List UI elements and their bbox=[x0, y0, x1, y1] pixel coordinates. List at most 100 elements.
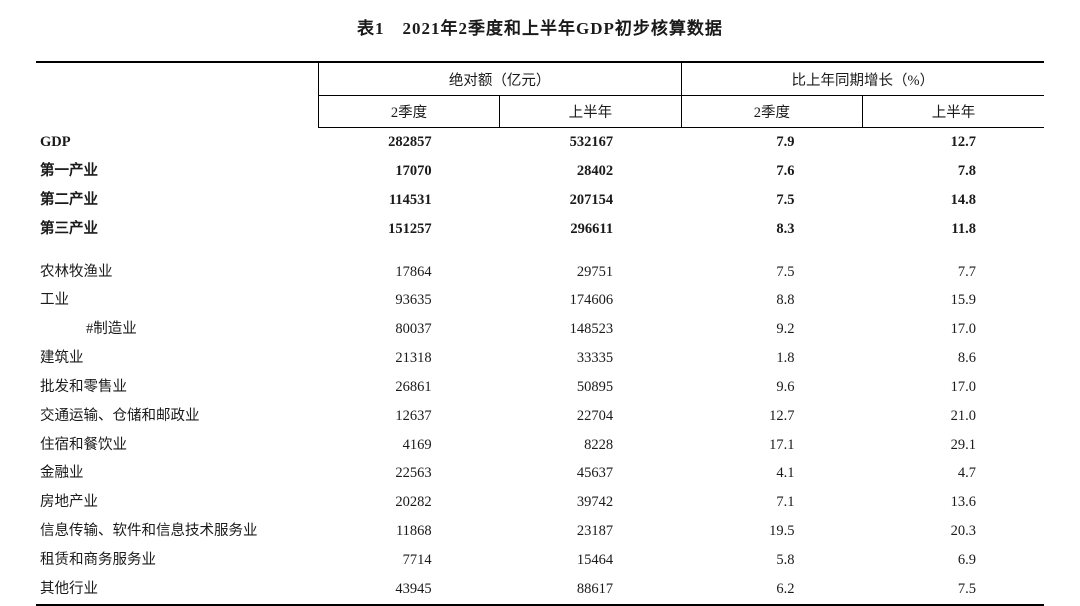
cell-abs-h1: 15464 bbox=[500, 546, 681, 575]
cell-growth-q2: 7.9 bbox=[681, 128, 862, 157]
table-row: 住宿和餐饮业 4169 8228 17.1 29.1 bbox=[36, 430, 1044, 459]
header-group-row: 绝对额（亿元） 比上年同期增长（%） bbox=[36, 62, 1044, 96]
table-row: 其他行业 43945 88617 6.2 7.5 bbox=[36, 575, 1044, 605]
row-name: 信息传输、软件和信息技术服务业 bbox=[36, 517, 318, 546]
cell-abs-h1: 296611 bbox=[500, 215, 681, 244]
spacer-row bbox=[36, 243, 1044, 257]
cell-growth-q2: 6.2 bbox=[681, 575, 862, 605]
row-name: 第三产业 bbox=[36, 215, 318, 244]
cell-abs-q2: 21318 bbox=[318, 344, 499, 373]
cell-growth-h1: 21.0 bbox=[863, 402, 1044, 431]
cell-abs-h1: 532167 bbox=[500, 128, 681, 157]
cell-growth-h1: 17.0 bbox=[863, 373, 1044, 402]
cell-growth-q2: 8.3 bbox=[681, 215, 862, 244]
cell-growth-q2: 8.8 bbox=[681, 286, 862, 315]
cell-abs-q2: 26861 bbox=[318, 373, 499, 402]
cell-growth-h1: 6.9 bbox=[863, 546, 1044, 575]
cell-abs-h1: 88617 bbox=[500, 575, 681, 605]
row-name: 第二产业 bbox=[36, 186, 318, 215]
cell-abs-h1: 174606 bbox=[500, 286, 681, 315]
cell-growth-h1: 13.6 bbox=[863, 488, 1044, 517]
cell-abs-q2: 4169 bbox=[318, 430, 499, 459]
table-row: 交通运输、仓储和邮政业 12637 22704 12.7 21.0 bbox=[36, 402, 1044, 431]
cell-abs-h1: 207154 bbox=[500, 186, 681, 215]
row-name: 租赁和商务服务业 bbox=[36, 546, 318, 575]
table-row: 农林牧渔业 17864 29751 7.5 7.7 bbox=[36, 257, 1044, 286]
header-sub-q2-abs: 2季度 bbox=[318, 96, 499, 128]
cell-growth-q2: 9.2 bbox=[681, 315, 862, 344]
header-stub bbox=[36, 62, 318, 128]
cell-growth-q2: 17.1 bbox=[681, 430, 862, 459]
cell-growth-q2: 19.5 bbox=[681, 517, 862, 546]
cell-growth-h1: 12.7 bbox=[863, 128, 1044, 157]
table-row: 第三产业 151257 296611 8.3 11.8 bbox=[36, 215, 1044, 244]
table-row: 金融业 22563 45637 4.1 4.7 bbox=[36, 459, 1044, 488]
cell-growth-h1: 14.8 bbox=[863, 186, 1044, 215]
cell-growth-h1: 20.3 bbox=[863, 517, 1044, 546]
row-name: 批发和零售业 bbox=[36, 373, 318, 402]
cell-growth-h1: 4.7 bbox=[863, 459, 1044, 488]
row-name: GDP bbox=[36, 128, 318, 157]
table-title: 表1 2021年2季度和上半年GDP初步核算数据 bbox=[36, 14, 1044, 39]
row-name: 金融业 bbox=[36, 459, 318, 488]
cell-abs-h1: 8228 bbox=[500, 430, 681, 459]
cell-abs-q2: 80037 bbox=[318, 315, 499, 344]
header-sub-h1-abs: 上半年 bbox=[500, 96, 681, 128]
cell-growth-h1: 7.8 bbox=[863, 157, 1044, 186]
cell-abs-q2: 93635 bbox=[318, 286, 499, 315]
cell-abs-q2: 22563 bbox=[318, 459, 499, 488]
table-row: 建筑业 21318 33335 1.8 8.6 bbox=[36, 344, 1044, 373]
row-name: 工业 bbox=[36, 286, 318, 315]
cell-abs-q2: 282857 bbox=[318, 128, 499, 157]
cell-abs-q2: 12637 bbox=[318, 402, 499, 431]
table-row: 第一产业 17070 28402 7.6 7.8 bbox=[36, 157, 1044, 186]
cell-growth-h1: 8.6 bbox=[863, 344, 1044, 373]
header-sub-q2-growth: 2季度 bbox=[681, 96, 862, 128]
table-row: 房地产业 20282 39742 7.1 13.6 bbox=[36, 488, 1044, 517]
cell-abs-q2: 114531 bbox=[318, 186, 499, 215]
cell-growth-h1: 15.9 bbox=[863, 286, 1044, 315]
cell-abs-q2: 20282 bbox=[318, 488, 499, 517]
row-name: 建筑业 bbox=[36, 344, 318, 373]
cell-growth-q2: 7.1 bbox=[681, 488, 862, 517]
cell-growth-h1: 7.5 bbox=[863, 575, 1044, 605]
table-row: 租赁和商务服务业 7714 15464 5.8 6.9 bbox=[36, 546, 1044, 575]
cell-growth-h1: 17.0 bbox=[863, 315, 1044, 344]
cell-growth-q2: 4.1 bbox=[681, 459, 862, 488]
cell-abs-h1: 29751 bbox=[500, 257, 681, 286]
row-name: 其他行业 bbox=[36, 575, 318, 605]
cell-abs-h1: 39742 bbox=[500, 488, 681, 517]
cell-growth-q2: 1.8 bbox=[681, 344, 862, 373]
cell-abs-h1: 45637 bbox=[500, 459, 681, 488]
cell-abs-h1: 23187 bbox=[500, 517, 681, 546]
cell-growth-h1: 29.1 bbox=[863, 430, 1044, 459]
cell-abs-h1: 50895 bbox=[500, 373, 681, 402]
row-name: 农林牧渔业 bbox=[36, 257, 318, 286]
gdp-table: 绝对额（亿元） 比上年同期增长（%） 2季度 上半年 2季度 上半年 GDP 2… bbox=[36, 61, 1044, 606]
row-name: #制造业 bbox=[36, 315, 318, 344]
row-name: 房地产业 bbox=[36, 488, 318, 517]
row-name: 第一产业 bbox=[36, 157, 318, 186]
cell-abs-q2: 17864 bbox=[318, 257, 499, 286]
cell-abs-h1: 28402 bbox=[500, 157, 681, 186]
cell-growth-q2: 7.6 bbox=[681, 157, 862, 186]
table-row: #制造业 80037 148523 9.2 17.0 bbox=[36, 315, 1044, 344]
cell-growth-q2: 12.7 bbox=[681, 402, 862, 431]
row-name: 住宿和餐饮业 bbox=[36, 430, 318, 459]
table-row: 信息传输、软件和信息技术服务业 11868 23187 19.5 20.3 bbox=[36, 517, 1044, 546]
cell-abs-q2: 7714 bbox=[318, 546, 499, 575]
cell-abs-h1: 33335 bbox=[500, 344, 681, 373]
cell-abs-q2: 43945 bbox=[318, 575, 499, 605]
cell-growth-h1: 7.7 bbox=[863, 257, 1044, 286]
cell-growth-q2: 5.8 bbox=[681, 546, 862, 575]
cell-growth-h1: 11.8 bbox=[863, 215, 1044, 244]
cell-abs-q2: 11868 bbox=[318, 517, 499, 546]
table-row: 批发和零售业 26861 50895 9.6 17.0 bbox=[36, 373, 1044, 402]
table-row: GDP 282857 532167 7.9 12.7 bbox=[36, 128, 1044, 157]
header-group-growth: 比上年同期增长（%） bbox=[681, 62, 1044, 96]
cell-abs-h1: 22704 bbox=[500, 402, 681, 431]
header-group-absolute: 绝对额（亿元） bbox=[318, 62, 681, 96]
row-name: 交通运输、仓储和邮政业 bbox=[36, 402, 318, 431]
cell-growth-q2: 7.5 bbox=[681, 257, 862, 286]
table-row: 第二产业 114531 207154 7.5 14.8 bbox=[36, 186, 1044, 215]
